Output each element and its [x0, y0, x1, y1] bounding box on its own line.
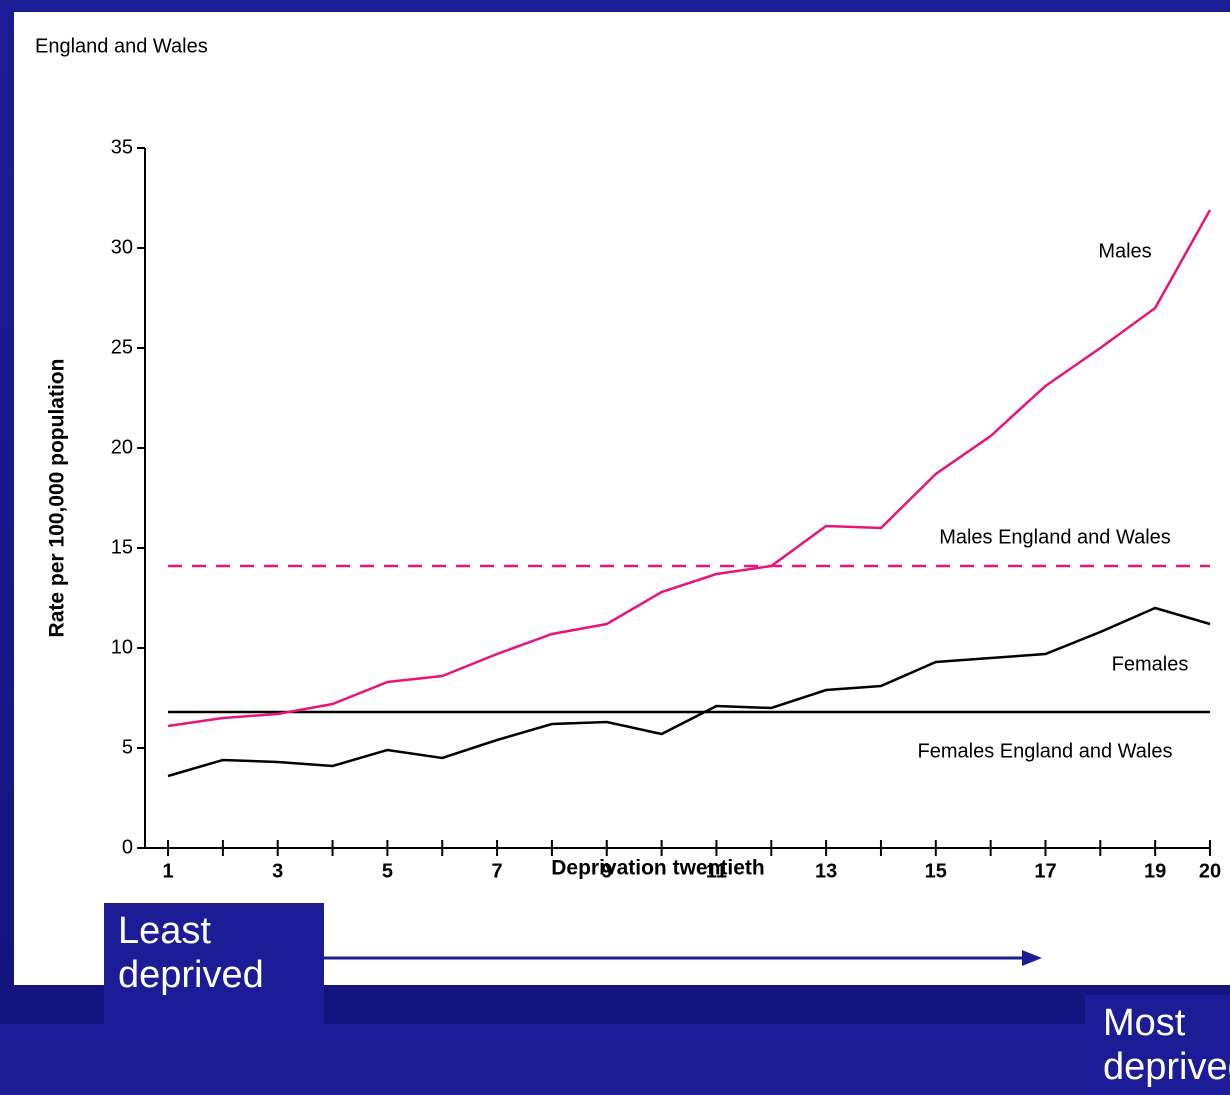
most-deprived-box: Most deprived [1085, 995, 1230, 1095]
y-tick-label: 25 [111, 336, 133, 358]
y-tick-label: 30 [111, 236, 133, 258]
reference-label: Females England and Wales [918, 740, 1173, 762]
y-tick-label: 10 [111, 636, 133, 658]
reference-label: Males England and Wales [939, 526, 1171, 548]
x-tick-label: 19 [1144, 860, 1166, 882]
x-tick-label: 5 [382, 860, 393, 882]
x-tick-label: 13 [815, 860, 837, 882]
x-tick-label: 1 [162, 860, 173, 882]
series-label: Females [1112, 653, 1189, 675]
y-tick-label: 35 [111, 136, 133, 158]
arrow-head [1022, 950, 1042, 966]
y-tick-label: 5 [122, 736, 133, 758]
series-line [167, 606, 1211, 778]
x-tick-label: 7 [492, 860, 503, 882]
y-tick-label: 0 [122, 836, 133, 858]
chart-title: England and Wales [35, 35, 208, 57]
y-tick-label: 15 [111, 536, 133, 558]
series-line [167, 209, 1212, 728]
y-tick-label: 20 [111, 436, 133, 458]
x-tick-label: 17 [1034, 860, 1056, 882]
least-deprived-box: Least deprived [104, 903, 324, 1024]
x-tick-label: 20 [1199, 860, 1221, 882]
x-tick-label: 15 [925, 860, 947, 882]
chart: England and Wales Rate per 100,000 popul… [35, 35, 1221, 966]
y-axis-label: Rate per 100,000 population [46, 359, 69, 638]
x-tick-label: 3 [272, 860, 283, 882]
x-tick-label: 9 [601, 860, 612, 882]
chart-panel [14, 12, 1230, 985]
x-tick-label: 11 [706, 860, 727, 882]
x-axis-label: Deprivation twentieth [551, 857, 765, 880]
series-label: Males [1098, 240, 1151, 262]
